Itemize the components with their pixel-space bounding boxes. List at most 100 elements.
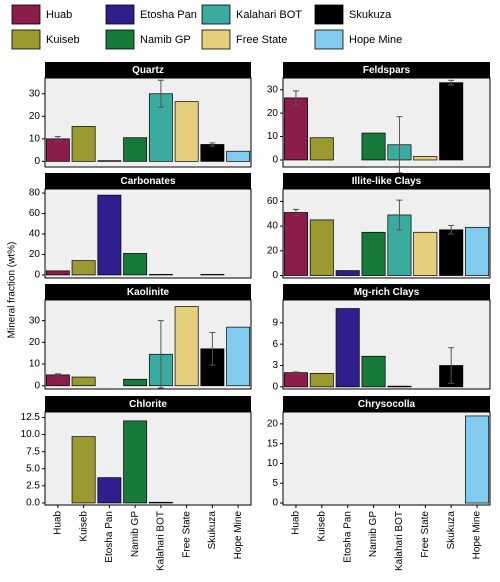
error-bar [292, 90, 299, 106]
legend-swatch [201, 4, 231, 25]
x-tick-label: Hope Mine [472, 511, 483, 560]
bar [123, 137, 148, 162]
y-tick-label: 60 [29, 208, 41, 219]
panel-header [283, 284, 490, 300]
error-bar [448, 79, 455, 86]
y-tick-label: 15 [267, 438, 279, 449]
bar [71, 260, 96, 276]
panel-title: Illite-like Clays [352, 176, 422, 187]
panel-title: Chlorite [129, 399, 167, 410]
y-tick-label: 20 [267, 419, 279, 430]
bar [174, 101, 199, 162]
bar [45, 270, 70, 276]
x-tick-label: Skukuza [446, 511, 457, 550]
bar [71, 436, 96, 504]
bar [226, 326, 251, 387]
bar [309, 137, 334, 161]
panel-header [45, 396, 251, 412]
bar [283, 372, 308, 388]
x-tick-label: Skukuza [207, 511, 218, 550]
legend-label: Kuiseb [46, 34, 80, 46]
error-bar [292, 371, 299, 374]
x-tick-label: Kuiseb [316, 511, 327, 542]
error-bar [157, 320, 164, 389]
bar [71, 376, 96, 387]
legend-swatch [11, 29, 41, 50]
x-tick-label: Etosha Pan [342, 511, 353, 563]
y-tick-label: 10 [267, 131, 279, 142]
error-bar [209, 332, 216, 366]
bar [97, 160, 122, 162]
bar [283, 97, 308, 161]
bar [45, 138, 70, 162]
legend-label: Hope Mine [349, 34, 402, 46]
bar [465, 415, 490, 504]
legend-swatch [201, 29, 231, 50]
y-tick-label: 30 [29, 88, 41, 99]
bar [97, 194, 122, 276]
y-tick-label: 20 [29, 111, 41, 122]
x-tick-label: Huab [291, 511, 302, 535]
legend-swatch [314, 4, 344, 25]
x-tick-label: Etosha Pan [104, 511, 115, 563]
y-tick-label: 0 [34, 380, 40, 391]
error-bar [157, 79, 164, 108]
bar [439, 82, 464, 161]
bar [148, 274, 173, 276]
y-tick-label: 20 [267, 108, 279, 119]
bar [413, 231, 438, 276]
bar [387, 385, 412, 388]
y-tick-label: 10 [29, 133, 41, 144]
bar [200, 274, 225, 276]
y-axis-label: Mineral fraction (wt%) [7, 242, 18, 339]
bar [123, 378, 148, 387]
y-tick-label: 0 [34, 156, 40, 167]
bar [283, 212, 308, 276]
y-tick-label: 6 [272, 339, 278, 350]
panel-title: Chrysocolla [358, 399, 416, 410]
x-tick-label: Hope Mine [233, 511, 244, 560]
legend-swatch [314, 29, 344, 50]
x-tick-label: Free State [181, 511, 192, 558]
x-tick-label: Kuiseb [78, 511, 89, 542]
bar [413, 156, 438, 161]
panel-header [283, 173, 490, 189]
error-bar [396, 199, 403, 231]
panel-title: Kaolinite [127, 287, 170, 298]
bar [200, 144, 225, 162]
legend-label: Huab [46, 9, 72, 21]
x-tick-label: Namib GP [368, 511, 379, 557]
error-bar [54, 136, 61, 142]
x-tick-label: Huab [53, 511, 64, 535]
y-tick-label: 5.0 [26, 463, 40, 474]
panel-title: Feldspars [363, 65, 411, 76]
bar [174, 306, 199, 387]
bar [309, 372, 334, 388]
error-bar [396, 116, 403, 174]
bar [335, 308, 360, 388]
y-tick-label: 9 [272, 317, 278, 328]
y-tick-label: 60 [267, 196, 279, 207]
bar [465, 226, 490, 276]
y-tick-label: 7.5 [26, 446, 40, 457]
panel-title: Carbonates [120, 176, 175, 187]
error-bar [292, 208, 299, 217]
legend-label: Skukuza [349, 9, 392, 21]
panel-title: Mg-rich Clays [354, 287, 420, 298]
panel-header [283, 62, 490, 78]
bar [309, 219, 334, 276]
bar [45, 374, 70, 387]
bar [123, 253, 148, 276]
y-tick-label: 0 [272, 270, 278, 281]
y-tick-label: 40 [267, 221, 279, 232]
legend-swatch [11, 4, 41, 25]
bar [148, 501, 173, 504]
y-tick-label: 40 [29, 229, 41, 240]
y-tick-label: 3 [272, 360, 278, 371]
legend-swatch [105, 29, 135, 50]
y-tick-label: 10 [267, 458, 279, 469]
y-tick-label: 30 [29, 315, 41, 326]
y-tick-label: 80 [29, 188, 41, 199]
